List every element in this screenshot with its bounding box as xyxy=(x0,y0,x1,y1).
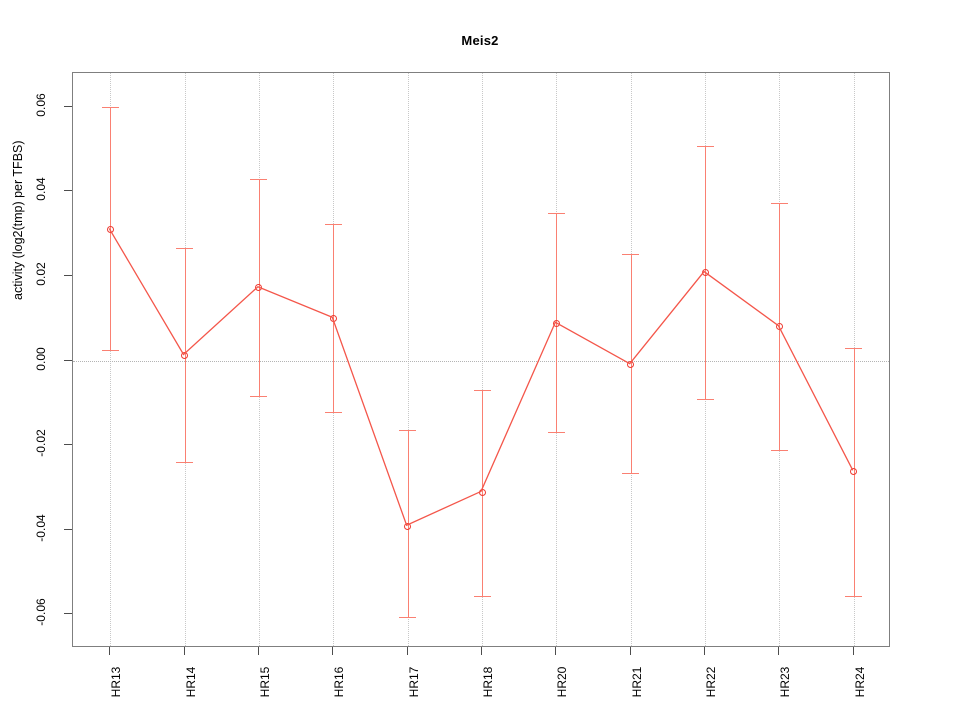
y-axis-tick xyxy=(64,359,72,361)
y-axis-tick-label: -0.04 xyxy=(34,513,48,542)
error-bar-cap-upper xyxy=(696,146,714,148)
data-point-marker xyxy=(478,488,486,496)
x-axis-tick-label: HR13 xyxy=(109,666,124,698)
error-bar-cap-lower xyxy=(696,398,714,400)
y-axis-tick-label: 0.04 xyxy=(34,177,48,202)
x-axis-tick-label: HR15 xyxy=(257,666,272,698)
y-axis-tick xyxy=(64,105,72,107)
x-axis-tick-label: HR21 xyxy=(629,666,644,698)
error-bar-cap-lower xyxy=(770,449,788,451)
data-point-marker xyxy=(775,323,783,331)
error-bar-cap-upper xyxy=(399,430,417,432)
y-axis-tick xyxy=(64,613,72,615)
x-axis-tick xyxy=(629,647,631,655)
error-bar-cap-upper xyxy=(101,106,119,108)
zero-reference-line xyxy=(73,360,889,362)
data-point-marker xyxy=(255,284,263,292)
x-axis-tick-label: HR14 xyxy=(183,666,198,698)
error-bar-cap-lower xyxy=(101,349,119,351)
x-axis-tick-label: HR16 xyxy=(332,666,347,698)
error-bar-cap-lower xyxy=(547,432,565,434)
x-axis-tick xyxy=(481,647,482,655)
x-axis-tick-label: HR20 xyxy=(555,666,570,698)
data-point-marker xyxy=(552,319,560,327)
data-point-marker xyxy=(701,269,709,277)
error-bar-cap-upper xyxy=(547,212,565,214)
x-axis-tick xyxy=(778,647,780,655)
x-axis-tick-label: HR23 xyxy=(778,666,793,698)
y-axis-tick-label: 0.06 xyxy=(34,93,48,117)
error-bar-cap-upper xyxy=(176,248,194,250)
x-axis-tick-label: HR18 xyxy=(481,666,495,698)
error-bar-cap-lower xyxy=(324,412,342,414)
y-axis-tick-label: -0.06 xyxy=(34,598,48,626)
x-axis-tick-label: HR24 xyxy=(852,666,867,698)
y-axis-tick-label: 0.00 xyxy=(34,346,48,371)
y-axis-title: activity (log2(tmp) per TFBS) xyxy=(11,140,25,300)
data-point-marker xyxy=(850,467,858,475)
y-axis-tick xyxy=(64,528,72,530)
error-bar-cap-upper xyxy=(473,390,491,392)
x-axis-tick xyxy=(852,647,854,655)
error-bar-cap-upper xyxy=(324,224,342,226)
x-axis-tick xyxy=(109,647,111,655)
x-axis-tick xyxy=(183,647,185,655)
error-bar-cap-upper xyxy=(770,203,788,205)
error-bar-cap-lower xyxy=(250,396,268,397)
error-bar-cap-lower xyxy=(473,595,491,597)
y-axis-tick xyxy=(64,190,72,192)
y-axis-tick-label: 0.02 xyxy=(34,262,48,286)
data-point-marker xyxy=(627,361,635,369)
error-bar-cap-lower xyxy=(622,473,640,475)
y-axis-tick-label: -0.02 xyxy=(34,429,48,457)
x-axis-tick xyxy=(704,647,706,655)
y-axis-tick xyxy=(64,274,72,276)
error-bar-cap-upper xyxy=(622,253,640,255)
data-point-marker xyxy=(329,314,337,322)
x-axis-tick xyxy=(406,647,408,655)
error-bar-cap-lower xyxy=(399,617,417,619)
error-bar-cap-upper xyxy=(250,178,268,180)
data-point-marker xyxy=(106,225,114,233)
plot-area xyxy=(72,72,890,647)
x-axis-tick xyxy=(332,647,334,655)
x-axis-tick xyxy=(555,647,557,655)
y-axis-tick xyxy=(64,444,72,446)
x-axis-tick xyxy=(257,647,259,655)
x-axis-tick-label: HR22 xyxy=(704,666,719,698)
data-point-marker xyxy=(181,351,189,359)
chart-title: Meis2 xyxy=(461,33,499,48)
data-point-marker xyxy=(404,522,412,530)
error-bar-cap-lower xyxy=(845,595,863,597)
error-bar-cap-lower xyxy=(176,462,194,464)
error-bar-cap-upper xyxy=(845,347,863,349)
x-axis-tick-label: HR17 xyxy=(406,666,421,698)
